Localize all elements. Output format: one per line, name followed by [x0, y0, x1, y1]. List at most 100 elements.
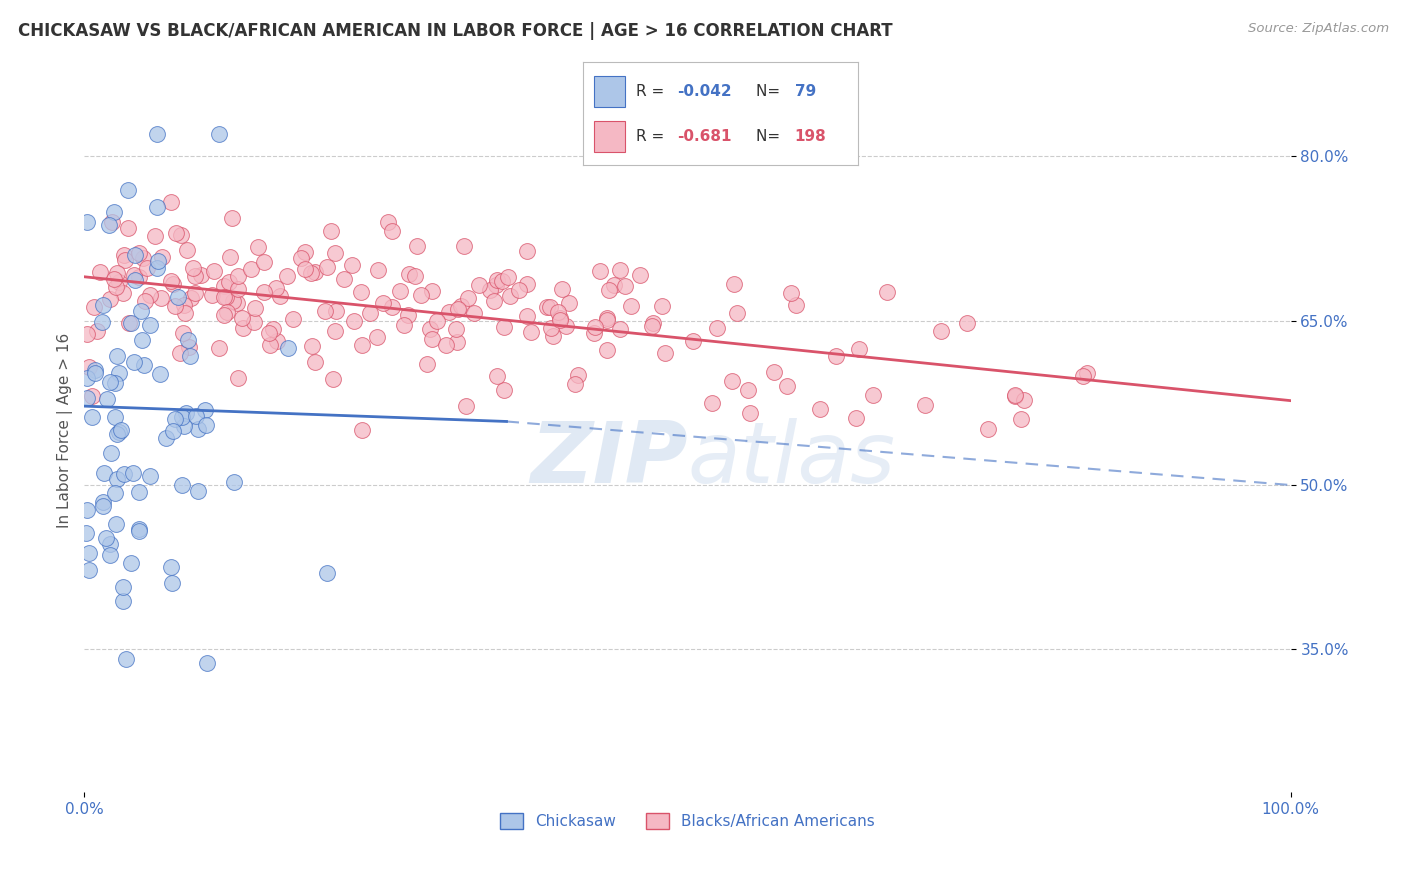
Point — [243, 315, 266, 329]
Point — [128, 484, 150, 499]
Point — [342, 258, 364, 272]
Point — [98, 218, 121, 232]
Point — [201, 288, 224, 302]
Point — [776, 379, 799, 393]
Point — [352, 337, 374, 351]
Point — [226, 371, 249, 385]
Point — [325, 324, 347, 338]
Point — [269, 288, 291, 302]
Point — [173, 306, 195, 320]
Point — [641, 316, 664, 330]
Point — [1004, 388, 1026, 402]
Point — [103, 204, 125, 219]
Point — [609, 262, 631, 277]
Point — [160, 560, 183, 574]
Y-axis label: In Labor Force | Age > 16: In Labor Force | Age > 16 — [58, 333, 73, 528]
Point — [94, 531, 117, 545]
Point — [76, 327, 98, 342]
Point — [720, 374, 742, 388]
Text: N=: N= — [756, 128, 785, 144]
Point — [172, 326, 194, 341]
Point — [350, 285, 373, 299]
Point — [583, 320, 606, 334]
Point — [301, 339, 323, 353]
Point — [169, 346, 191, 360]
Point — [129, 304, 152, 318]
Point — [366, 330, 388, 344]
Point — [112, 467, 135, 482]
Point — [146, 128, 169, 142]
Point — [492, 383, 515, 397]
Point — [343, 314, 366, 328]
Point — [541, 329, 564, 343]
Point — [259, 338, 281, 352]
Point — [128, 524, 150, 539]
Point — [290, 251, 312, 265]
Text: CHICKASAW VS BLACK/AFRICAN AMERICAN IN LABOR FORCE | AGE > 16 CORRELATION CHART: CHICKASAW VS BLACK/AFRICAN AMERICAN IN L… — [18, 22, 893, 40]
Point — [84, 366, 107, 380]
Point — [848, 342, 870, 356]
Text: R =: R = — [636, 84, 669, 99]
Point — [516, 244, 538, 258]
Point — [700, 396, 723, 410]
Point — [214, 290, 236, 304]
Point — [194, 402, 217, 417]
Point — [115, 652, 138, 666]
Point — [314, 304, 336, 318]
Point — [247, 239, 270, 253]
Legend: Chickasaw, Blacks/African Americans: Chickasaw, Blacks/African Americans — [494, 806, 882, 835]
Point — [468, 277, 491, 292]
Point — [104, 409, 127, 424]
Point — [762, 365, 785, 379]
Point — [174, 406, 197, 420]
Point — [162, 576, 184, 591]
Point — [84, 363, 107, 377]
Point — [118, 317, 141, 331]
Point — [323, 245, 346, 260]
Point — [294, 262, 316, 277]
Point — [91, 494, 114, 508]
Point — [409, 287, 432, 301]
Point — [332, 271, 354, 285]
Point — [77, 546, 100, 560]
Point — [132, 359, 155, 373]
Point — [1014, 392, 1036, 407]
Point — [177, 333, 200, 347]
Point — [264, 280, 287, 294]
Point — [219, 250, 242, 264]
Point — [108, 425, 131, 439]
Point — [104, 376, 127, 390]
Point — [128, 246, 150, 260]
Text: R =: R = — [636, 128, 669, 144]
Point — [737, 383, 759, 397]
Point — [281, 312, 304, 326]
Point — [377, 215, 399, 229]
Point — [202, 264, 225, 278]
Point — [482, 294, 505, 309]
Point — [218, 275, 240, 289]
Point — [104, 486, 127, 500]
Point — [173, 419, 195, 434]
Point — [359, 306, 381, 320]
Point — [876, 285, 898, 299]
Point — [105, 426, 128, 441]
Point — [845, 411, 868, 425]
Point — [112, 594, 135, 608]
Point — [166, 226, 188, 240]
Point — [124, 272, 146, 286]
Point — [447, 302, 470, 317]
Point — [187, 422, 209, 436]
Point — [105, 472, 128, 486]
Point — [598, 283, 620, 297]
Point — [208, 341, 231, 355]
Point — [516, 277, 538, 291]
Point — [146, 254, 169, 268]
Point — [620, 299, 643, 313]
Point — [538, 301, 561, 315]
Point — [76, 392, 98, 406]
Point — [103, 272, 125, 286]
Point — [243, 301, 266, 316]
Point — [548, 311, 571, 326]
Point — [136, 260, 159, 275]
Point — [114, 252, 136, 267]
